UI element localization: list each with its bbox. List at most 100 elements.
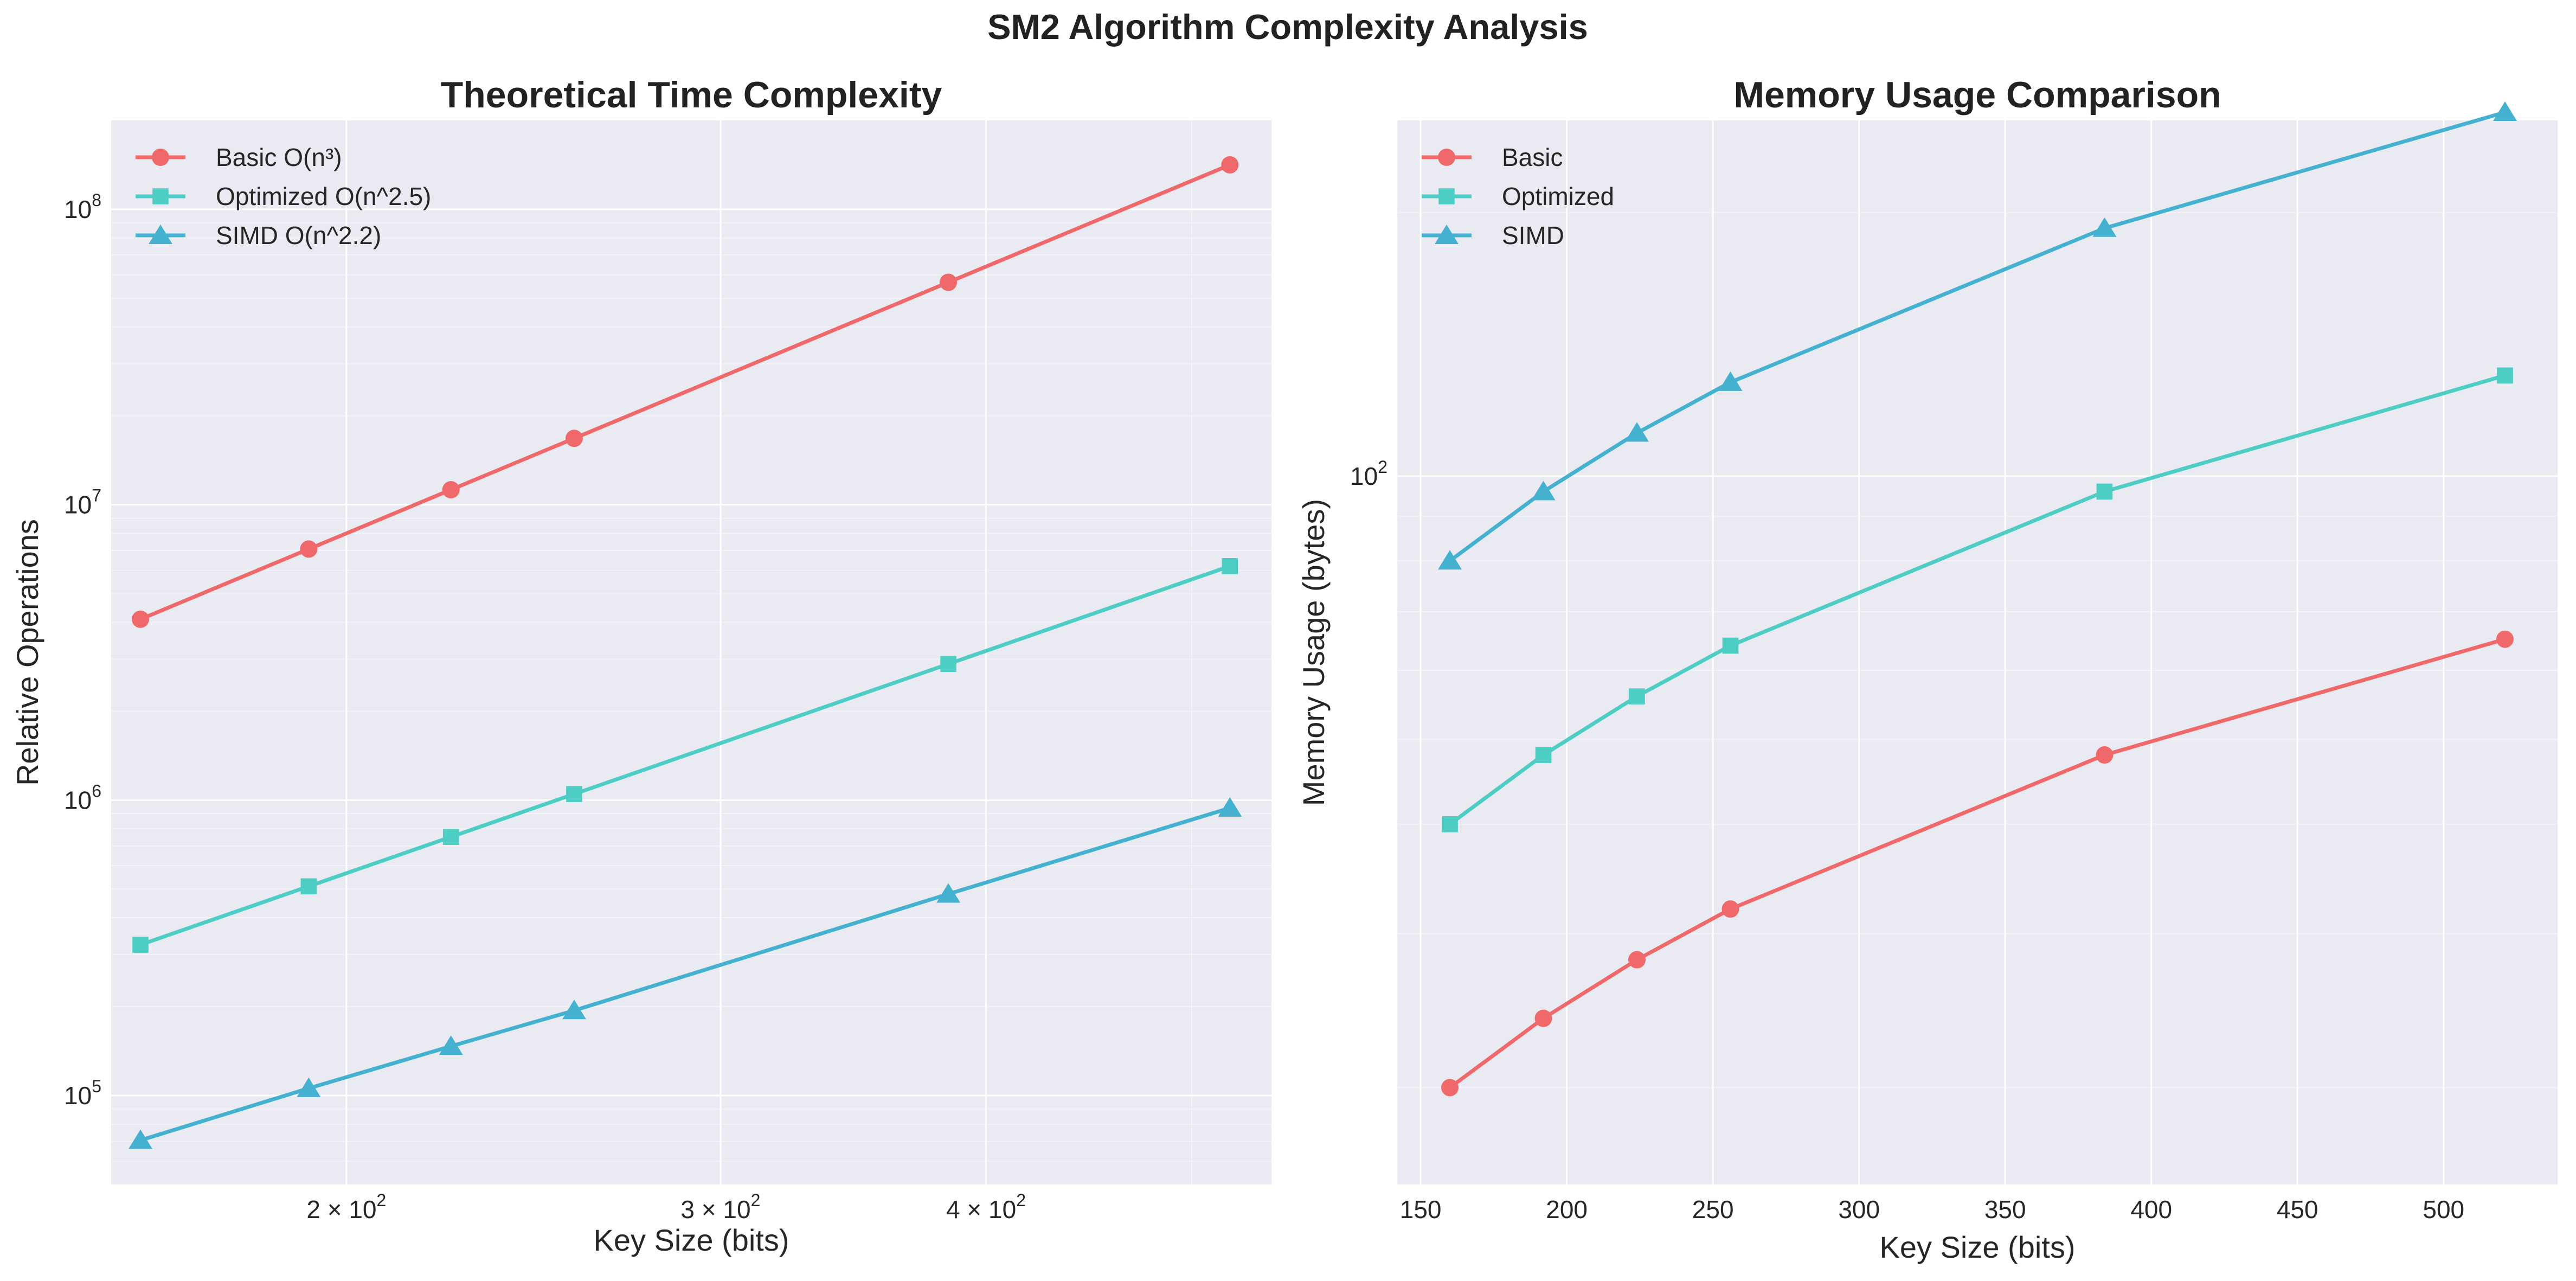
time-legend-item-simd: SIMD O(n^2.2) xyxy=(136,221,381,249)
time-chart-title: Theoretical Time Complexity xyxy=(441,74,942,116)
memory-legend-marker xyxy=(1438,149,1455,166)
memory-series-basic xyxy=(1441,630,2514,1097)
memory-series-optimized xyxy=(1442,367,2513,832)
time-series-basic-point xyxy=(442,481,460,499)
memory-x-axis-label: Key Size (bits) xyxy=(1880,1230,2076,1264)
time-series-optimized-point xyxy=(940,656,956,672)
memory-y-tick-label: 102 xyxy=(1350,457,1387,490)
time-x-tick-label: 3 × 102 xyxy=(680,1190,760,1224)
time-series-optimized xyxy=(132,558,1238,953)
memory-series-simd-point xyxy=(1625,422,1649,442)
memory-series xyxy=(1438,101,2517,1097)
time-series xyxy=(129,156,1242,1149)
memory-x-tick-label: 500 xyxy=(2423,1195,2464,1224)
memory-series-optimized-point xyxy=(1629,688,1645,704)
memory-x-tick-label: 400 xyxy=(2130,1195,2172,1224)
time-y-tick-label: 108 xyxy=(64,190,101,223)
memory-x-tick-label: 300 xyxy=(1838,1195,1880,1224)
memory-legend-marker xyxy=(1435,225,1459,244)
memory-series-simd-point xyxy=(2493,101,2517,121)
time-legend-label: Basic O(n³) xyxy=(216,143,342,171)
figure-suptitle: SM2 Algorithm Complexity Analysis xyxy=(987,7,1588,47)
memory-series-basic-point xyxy=(2096,746,2114,764)
memory-legend-label: Optimized xyxy=(1502,182,1614,210)
memory-series-basic-line xyxy=(1448,637,2507,1090)
memory-series-optimized-point xyxy=(1722,637,1739,654)
time-series-optimized-point xyxy=(300,878,317,895)
memory-series-basic-point xyxy=(2496,630,2514,648)
memory-chart-title: Memory Usage Comparison xyxy=(1733,74,2221,116)
time-series-basic-point xyxy=(940,273,958,291)
time-series-simd-point xyxy=(1218,797,1242,817)
memory-x-tick-label: 450 xyxy=(2277,1195,2318,1224)
time-series-simd-point xyxy=(936,883,961,903)
memory-series-simd-point xyxy=(1718,371,1743,391)
time-legend-marker xyxy=(149,225,172,244)
time-legend-marker xyxy=(152,149,169,166)
memory-legend-label: SIMD xyxy=(1502,221,1564,249)
time-series-optimized-line xyxy=(138,564,1232,947)
memory-x-tick-label: 250 xyxy=(1692,1195,1734,1224)
memory-series-optimized-point xyxy=(1442,816,1458,832)
memory-y-axis-label: Memory Usage (bytes) xyxy=(1296,499,1331,806)
memory-usage-panel: 150 200 250 300 350 400 450 500 102 Memory Usage… xyxy=(1296,74,2558,1264)
memory-series-optimized-point xyxy=(1535,747,1552,763)
time-series-optimized-point xyxy=(442,829,459,845)
time-legend-marker xyxy=(152,188,169,204)
time-legend-label: SIMD O(n^2.2) xyxy=(216,221,381,249)
memory-series-basic-point xyxy=(1721,900,1739,918)
memory-series-basic-point xyxy=(1534,1009,1552,1027)
time-x-tick-label: 2 × 102 xyxy=(306,1190,386,1224)
time-series-simd-line xyxy=(138,806,1232,1142)
memory-x-tick-label: 150 xyxy=(1400,1195,1442,1224)
memory-x-tick-label: 350 xyxy=(1984,1195,2026,1224)
time-series-simd-point xyxy=(129,1129,153,1149)
time-y-tick-label: 107 xyxy=(64,486,101,519)
time-series-optimized-point xyxy=(1222,558,1238,574)
time-series-optimized-point xyxy=(132,937,149,953)
memory-grid xyxy=(1397,120,2558,1184)
memory-legend-label: Basic xyxy=(1502,143,1563,171)
time-plot-area xyxy=(111,120,1271,1184)
time-series-basic xyxy=(132,156,1239,628)
time-series-simd-point xyxy=(297,1077,321,1097)
time-series-optimized-point xyxy=(566,786,582,802)
time-legend-item-optimized: Optimized O(n^2.5) xyxy=(136,182,431,210)
memory-legend: Basic Optimized SIMD xyxy=(1422,143,1614,249)
time-series-simd-point xyxy=(562,1000,586,1020)
memory-x-tick-label: 200 xyxy=(1546,1195,1588,1224)
memory-legend-item-basic: Basic xyxy=(1422,143,1563,171)
memory-series-simd-point xyxy=(1438,550,1462,570)
time-series-basic-point xyxy=(300,540,318,558)
time-series-basic-line xyxy=(138,163,1232,622)
time-x-tick-label: 4 × 102 xyxy=(946,1190,1026,1224)
memory-legend-marker xyxy=(1438,188,1455,204)
memory-series-basic-point xyxy=(1441,1079,1459,1097)
memory-series-simd xyxy=(1438,101,2517,570)
memory-series-optimized-line xyxy=(1448,373,2507,827)
time-y-tick-label: 105 xyxy=(64,1077,101,1110)
memory-series-simd-line xyxy=(1448,110,2507,563)
time-series-simd xyxy=(129,797,1242,1149)
memory-series-optimized-point xyxy=(2497,367,2513,384)
memory-series-simd-point xyxy=(1531,481,1556,501)
time-legend-item-basic: Basic O(n³) xyxy=(136,143,342,171)
time-series-basic-point xyxy=(1221,156,1239,174)
memory-series-optimized-point xyxy=(2096,483,2113,500)
time-series-basic-point xyxy=(132,610,150,628)
time-series-basic-point xyxy=(565,430,583,447)
time-x-axis-label: Key Size (bits) xyxy=(594,1223,789,1257)
memory-series-basic-point xyxy=(1628,951,1646,969)
time-ticks: 2 × 102 3 × 102 4 × 102 105 106 107 108 xyxy=(64,190,1026,1224)
time-legend: Basic O(n³) Optimized O(n^2.5) SIMD O(n^2.… xyxy=(136,143,431,249)
time-series-simd-point xyxy=(439,1035,463,1055)
time-y-tick-label: 106 xyxy=(64,781,101,814)
time-legend-label: Optimized O(n^2.5) xyxy=(216,182,431,210)
memory-plot-area xyxy=(1397,120,2558,1184)
time-grid xyxy=(111,120,1271,1184)
time-y-axis-label: Relative Operations xyxy=(10,519,44,786)
memory-ticks: 150 200 250 300 350 400 450 500 102 xyxy=(1350,457,2464,1224)
memory-series-simd-point xyxy=(2092,217,2117,237)
time-complexity-panel: 2 × 102 3 × 102 4 × 102 105 106 107 108 Theore… xyxy=(10,74,1271,1257)
